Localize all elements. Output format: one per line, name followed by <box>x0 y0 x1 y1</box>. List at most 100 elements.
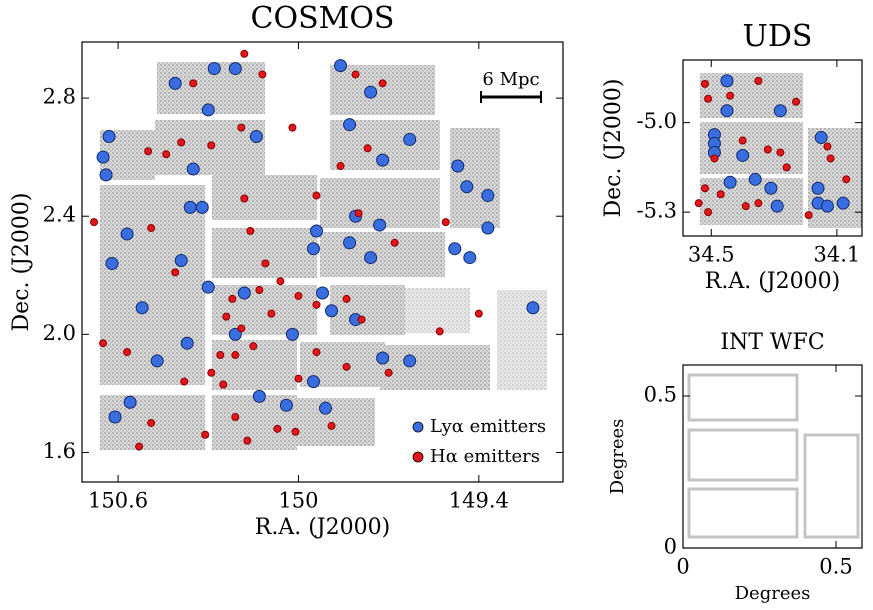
x-axis-label: Degrees <box>735 583 811 604</box>
y-tick-label: 2.8 <box>43 85 76 109</box>
lya-point <box>195 200 209 214</box>
lya-point <box>343 118 357 132</box>
halpha-point <box>291 427 300 436</box>
halpha-point <box>243 436 252 445</box>
halpha-point <box>351 70 360 79</box>
lya-point <box>120 227 134 241</box>
halpha-point <box>258 70 267 79</box>
lya-point <box>183 200 197 214</box>
halpha-point <box>694 199 703 208</box>
lya-point <box>96 150 110 164</box>
halpha-point <box>342 362 351 371</box>
halpha-point <box>231 413 240 422</box>
halpha-point <box>123 348 132 357</box>
halpha-point <box>704 94 713 103</box>
lya-point <box>325 304 339 318</box>
halpha-point <box>261 259 270 268</box>
halpha-point <box>342 294 351 303</box>
halpha-point <box>741 202 750 211</box>
halpha-point <box>826 154 835 163</box>
legend-marker <box>412 451 424 463</box>
lya-point <box>168 76 182 90</box>
y-tick-label: 0 <box>664 535 677 559</box>
lya-point <box>814 131 828 145</box>
halpha-point <box>435 327 444 336</box>
lya-point <box>279 398 293 412</box>
y-axis-label: Degrees <box>607 419 628 495</box>
halpha-point <box>700 184 709 193</box>
halpha-point <box>228 294 237 303</box>
lya-point <box>316 286 329 300</box>
halpha-point <box>237 123 246 132</box>
lya-point <box>376 153 390 167</box>
halpha-point <box>240 49 249 58</box>
halpha-point <box>219 380 228 389</box>
scale-label: 6 Mpc <box>482 69 539 90</box>
legend-label: Lyα emitters <box>430 416 546 437</box>
halpha-point <box>763 145 772 154</box>
x-tick-label: 0.5 <box>819 555 852 579</box>
lya-point <box>448 242 462 256</box>
lya-point <box>228 327 242 341</box>
lya-point <box>403 132 417 146</box>
halpha-point <box>222 312 231 321</box>
halpha-point <box>754 76 763 85</box>
halpha-point <box>189 79 198 88</box>
lya-point <box>764 181 778 195</box>
halpha-point <box>312 191 321 200</box>
x-tick-label: 34.1 <box>813 243 860 267</box>
halpha-point <box>171 268 180 277</box>
halpha-point <box>99 339 108 348</box>
halpha-point <box>255 286 264 295</box>
halpha-point <box>294 374 303 383</box>
lya-point <box>228 62 242 76</box>
lya-point <box>463 251 477 265</box>
halpha-point <box>144 147 153 156</box>
halpha-point <box>716 190 725 199</box>
lya-point <box>207 62 221 76</box>
lya-point <box>451 159 465 173</box>
halpha-point <box>288 123 297 132</box>
lya-point <box>319 401 333 415</box>
halpha-point <box>135 442 144 451</box>
halpha-point <box>474 309 483 318</box>
lya-point <box>481 189 495 203</box>
y-tick-label: 2.4 <box>43 203 76 227</box>
y-axis-label: Dec. (J2000) <box>601 79 626 218</box>
lya-point <box>836 196 850 210</box>
lya-point <box>252 389 266 403</box>
halpha-point <box>237 324 246 333</box>
halpha-point <box>276 277 285 286</box>
x-tick-label: 0 <box>676 555 689 579</box>
lya-point <box>481 221 495 235</box>
halpha-point <box>384 368 393 377</box>
halpha-point <box>147 418 156 427</box>
lya-point <box>105 256 119 270</box>
halpha-point <box>327 421 336 430</box>
lya-point <box>526 301 540 315</box>
lya-point <box>373 218 387 232</box>
halpha-point <box>177 138 186 147</box>
halpha-point <box>738 136 747 145</box>
axes-frame <box>682 364 863 549</box>
halpha-point <box>180 377 189 386</box>
wfc-chips <box>687 373 860 539</box>
panel-title: UDS <box>743 19 813 54</box>
y-tick-label: 1.6 <box>43 439 76 463</box>
y-axis-label: Dec. (J2000) <box>9 193 34 332</box>
halpha-point <box>390 238 399 247</box>
halpha-point <box>354 209 363 218</box>
halpha-point <box>754 199 763 208</box>
y-tick-label: 0.5 <box>644 383 677 407</box>
y-tick-label: -5.3 <box>637 199 678 223</box>
legend-label: Hα emitters <box>430 446 540 467</box>
halpha-point <box>246 226 255 235</box>
halpha-point <box>782 163 791 172</box>
lya-point <box>334 59 348 73</box>
panel-title: COSMOS <box>251 1 395 36</box>
lya-point <box>108 410 122 424</box>
lya-point <box>748 172 762 186</box>
lya-point <box>180 336 194 350</box>
lya-point <box>770 199 784 213</box>
